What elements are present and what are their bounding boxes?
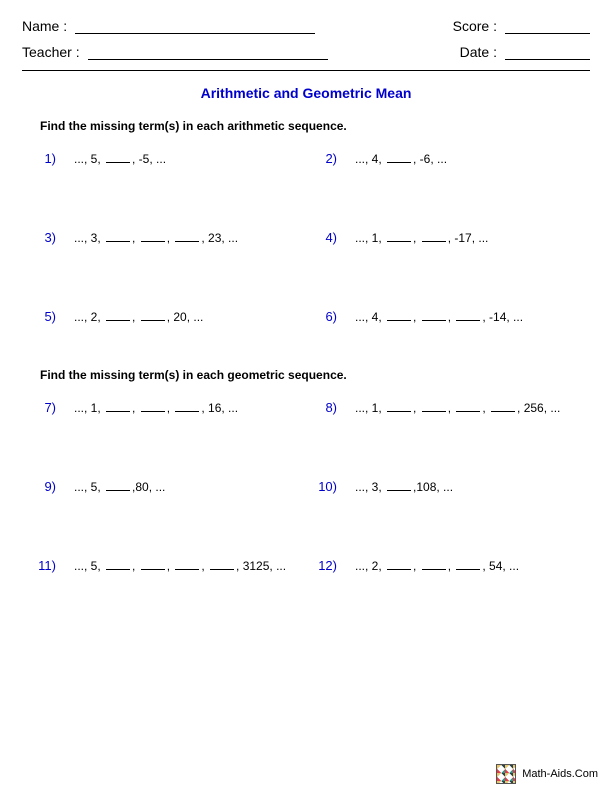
blank [387,402,411,412]
problem-sequence: ..., 4, , , , -14, ... [343,310,523,324]
section1-problems: 1)..., 5, , -5, ...2)..., 4, , -6, ...3)… [28,151,590,324]
problem-sequence: ..., 3, ,108, ... [343,480,453,494]
date-field: Date : [460,44,590,60]
problem-sequence: ..., 1, , , -17, ... [343,231,488,245]
teacher-field: Teacher : [22,44,328,60]
problem: 7)..., 1, , , , 16, ... [28,400,309,415]
problem: 9)..., 5, ,80, ... [28,479,309,494]
problem-number: 5) [28,309,62,324]
problem: 1)..., 5, , -5, ... [28,151,309,166]
blank [210,560,234,570]
problem: 6)..., 4, , , , -14, ... [309,309,590,324]
blank [106,311,130,321]
problem-number: 12) [309,558,343,573]
header-divider [22,70,590,71]
problem-sequence: ..., 2, , , 20, ... [62,310,203,324]
problem: 12)..., 2, , , , 54, ... [309,558,590,573]
problem-sequence: ..., 4, , -6, ... [343,152,447,166]
problem: 8)..., 1, , , , , 256, ... [309,400,590,415]
blank [387,560,411,570]
blank [175,232,199,242]
blank [387,311,411,321]
blank [387,153,411,163]
blank [422,402,446,412]
problem-number: 4) [309,230,343,245]
problem-sequence: ..., 5, , , , , 3125, ... [62,559,286,573]
problem-sequence: ..., 1, , , , , 256, ... [343,401,560,415]
section1-instruction: Find the missing term(s) in each arithme… [40,119,590,133]
header-row-1: Name : Score : [22,18,590,34]
problem: 2)..., 4, , -6, ... [309,151,590,166]
blank [106,232,130,242]
qr-icon [496,764,516,784]
teacher-line [88,44,328,60]
blank [141,560,165,570]
section2-problems: 7)..., 1, , , , 16, ...8)..., 1, , , , ,… [28,400,590,573]
score-line [505,18,590,34]
header-row-2: Teacher : Date : [22,44,590,60]
problem-sequence: ..., 5, , -5, ... [62,152,166,166]
problem-number: 2) [309,151,343,166]
problem-sequence: ..., 2, , , , 54, ... [343,559,519,573]
problem-number: 6) [309,309,343,324]
blank [141,402,165,412]
problem-number: 8) [309,400,343,415]
problem-sequence: ..., 5, ,80, ... [62,480,165,494]
problem: 5)..., 2, , , 20, ... [28,309,309,324]
blank [106,481,130,491]
blank [106,560,130,570]
blank [175,560,199,570]
name-label: Name : [22,18,67,34]
blank [456,402,480,412]
name-field: Name : [22,18,315,34]
blank [456,560,480,570]
date-line [505,44,590,60]
problem-number: 3) [28,230,62,245]
problem-number: 9) [28,479,62,494]
blank [422,311,446,321]
footer: Math-Aids.Com [496,764,598,784]
problem-number: 7) [28,400,62,415]
name-line [75,18,315,34]
problem-number: 1) [28,151,62,166]
blank [456,311,480,321]
footer-text: Math-Aids.Com [522,768,598,780]
blank [141,311,165,321]
problem: 4)..., 1, , , -17, ... [309,230,590,245]
blank [175,402,199,412]
problem-sequence: ..., 1, , , , 16, ... [62,401,238,415]
worksheet-title: Arithmetic and Geometric Mean [22,85,590,101]
blank [106,153,130,163]
blank [387,481,411,491]
date-label: Date : [460,44,497,60]
blank [106,402,130,412]
section2-instruction: Find the missing term(s) in each geometr… [40,368,590,382]
blank [422,560,446,570]
blank [422,232,446,242]
score-label: Score : [453,18,497,34]
problem-number: 11) [28,558,62,573]
teacher-label: Teacher : [22,44,80,60]
problem: 10)..., 3, ,108, ... [309,479,590,494]
blank [141,232,165,242]
problem: 11)..., 5, , , , , 3125, ... [28,558,309,573]
problem-sequence: ..., 3, , , , 23, ... [62,231,238,245]
blank [491,402,515,412]
blank [387,232,411,242]
score-field: Score : [453,18,590,34]
problem-number: 10) [309,479,343,494]
problem: 3)..., 3, , , , 23, ... [28,230,309,245]
